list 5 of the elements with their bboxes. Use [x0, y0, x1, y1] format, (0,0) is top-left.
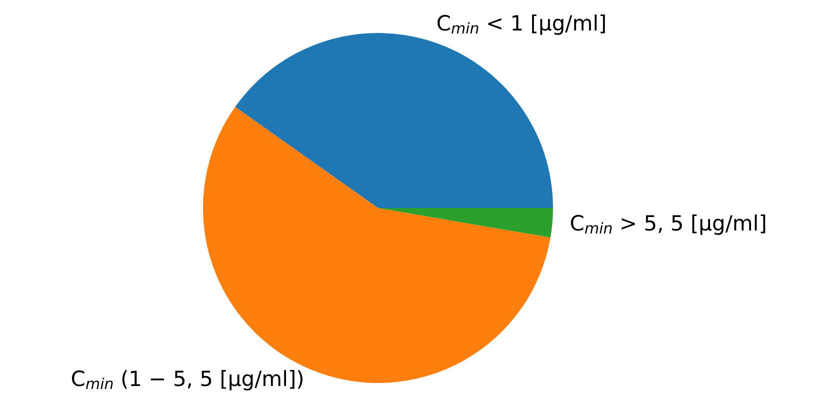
pie-slice: [235, 33, 553, 208]
pie-slice: [378, 208, 553, 238]
slice-label: C$_{min}$ > 5, 5 [μg/ml]: [570, 211, 767, 237]
slice-label: C$_{min}$ (1 − 5, 5 [μg/ml]): [70, 366, 304, 393]
slice-label: C$_{min}$ < 1 [μg/ml]: [436, 11, 607, 38]
